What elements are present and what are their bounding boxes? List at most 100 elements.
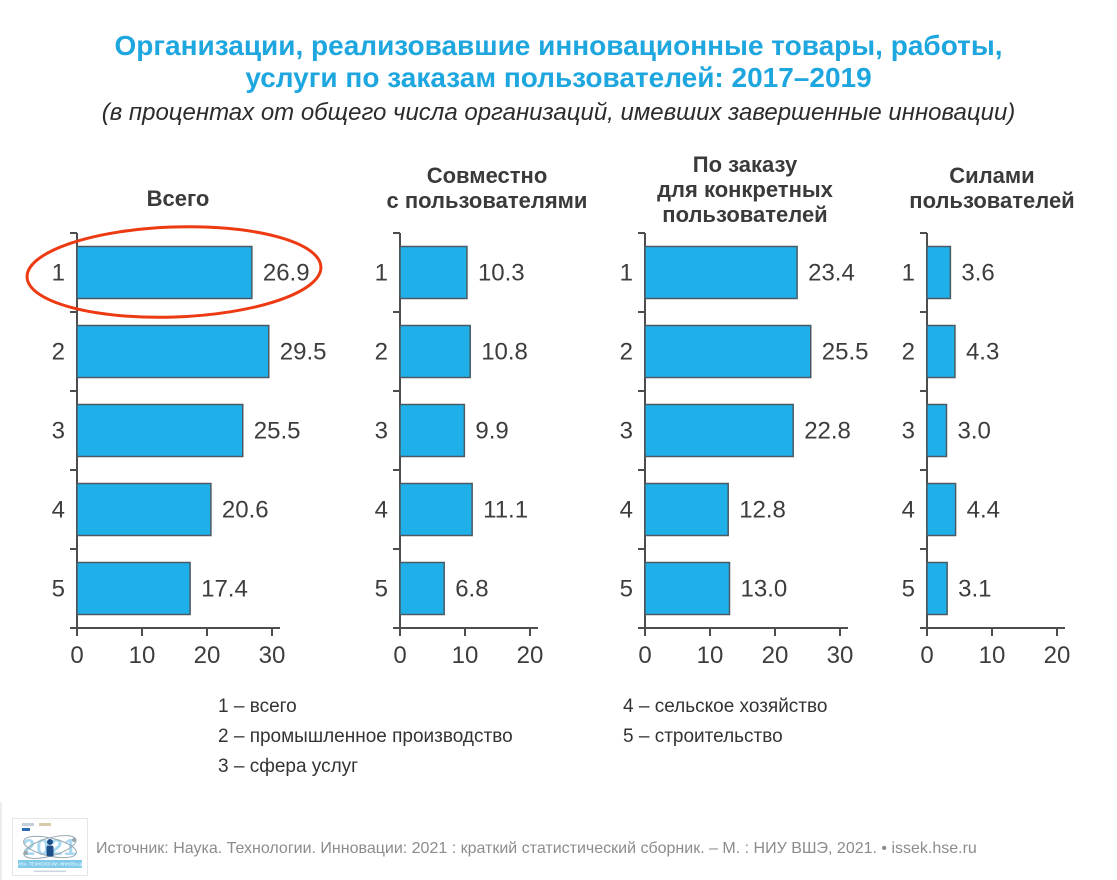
category-label: 3 [902,418,915,445]
value-label: 4.3 [966,339,999,366]
legend-column-right: 4 – сельское хозяйство 5 – строительство [623,692,827,752]
category-label: 5 [620,576,633,603]
category-label: 5 [52,576,65,603]
legend-item: 3 – сфера услуг [218,756,359,777]
category-label: 4 [620,497,633,524]
category-label: 3 [620,418,633,445]
bar [926,482,957,537]
category-label: 4 [52,497,65,524]
category-label: 1 [52,260,65,287]
category-label: 1 [902,260,915,287]
category-label: 3 [52,418,65,445]
chart-title-line: пользователей [662,202,828,227]
logo-org-mark-icon [22,823,34,826]
x-tick-label: 10 [129,642,156,669]
logo-org-mark-icon [39,823,51,826]
page-subtitle: (в процентах от общего числа организаций… [101,99,1016,126]
bar [76,403,244,458]
category-label: 4 [902,497,915,524]
x-tick-label: 10 [979,642,1006,669]
category-label: 1 [620,260,633,287]
logo-caption: НАУКА. ТЕХНОЛОГИИ. ИННОВАЦИИ [13,862,87,867]
value-label: 12.8 [739,497,786,524]
logo-banner [18,860,82,868]
value-label: 22.8 [804,418,851,445]
chart-title-line: с пользователями [386,188,588,213]
category-label: 2 [375,339,388,366]
chart-title-line: Всего [146,186,210,211]
chart-title-line: Силами [949,163,1035,188]
category-label: 4 [375,497,388,524]
page-title-line-1: Организации, реализовавшие инновационные… [114,30,1003,61]
chart-title: Всего [48,186,308,211]
chart-title-line: для конкретных [657,177,833,202]
legend-item: 1 – всего [218,696,297,717]
x-tick-label: 0 [70,642,83,669]
bar [399,324,471,379]
logo-org-mark-icon [22,828,30,831]
legend-item: 2 – промышленное производство [218,726,513,747]
value-label: 4.4 [967,497,1000,524]
chart-title-line: пользователей [909,188,1075,213]
bar-chart-2: 0 10 20 1 10.3 2 10.8 3 9.9 4 11.1 5 6.8 [375,232,544,669]
value-label: 29.5 [280,339,327,366]
x-tick-label: 10 [697,642,724,669]
bar [926,324,956,379]
x-tick-label: 20 [194,642,221,669]
source-text: Источник: Наука. Технологии. Инновации: … [96,840,892,857]
bar [399,403,466,458]
chart-title: Совместно с пользователями [357,163,617,213]
value-label: 26.9 [263,260,310,287]
bar [399,561,445,616]
x-tick-label: 0 [638,642,651,669]
category-label: 3 [375,418,388,445]
value-label: 3.0 [958,418,991,445]
bar [644,324,812,379]
issek-site-link[interactable]: issek.hse.ru [891,840,977,857]
bar [76,324,270,379]
value-label: 20.6 [222,497,269,524]
value-label: 6.8 [455,576,488,603]
chart-title-line: Совместно [426,163,548,188]
x-tick-label: 30 [827,642,854,669]
category-label: 2 [902,339,915,366]
chart-title-line: По заказу [692,152,798,177]
category-label: 1 [375,260,388,287]
bar-chart-1: 0 10 20 30 1 26.9 2 29.5 3 25.5 4 20.6 5 17.4 [52,232,327,669]
bar [399,482,473,537]
x-tick-label: 20 [517,642,544,669]
value-label: 25.5 [822,339,869,366]
value-label: 3.1 [958,576,991,603]
category-label: 5 [375,576,388,603]
value-label: 9.9 [475,418,508,445]
x-tick-label: 0 [920,642,933,669]
value-label: 13.0 [741,576,788,603]
page-title-line-2: услуги по заказам пользователей: 2017–20… [245,62,872,93]
bar [926,403,948,458]
x-tick-label: 20 [1044,642,1071,669]
source-line: Источник: Наука. Технологии. Инновации: … [96,840,977,858]
bar [76,245,253,300]
category-label: 2 [52,339,65,366]
bar [926,561,948,616]
bar [399,245,468,300]
legend-item: 5 – строительство [623,726,783,747]
bar [76,482,212,537]
bar [644,482,729,537]
bar [76,561,191,616]
page-edge-shadow [0,802,2,880]
category-label: 5 [902,576,915,603]
bar [644,561,731,616]
legend-item: 4 – сельское хозяйство [623,696,828,717]
x-tick-label: 30 [259,642,286,669]
x-tick-label: 10 [452,642,479,669]
category-label: 2 [620,339,633,366]
value-label: 10.8 [481,339,528,366]
logo-figure-icon [46,839,54,857]
report-cover-logo: 2021 НАУКА. ТЕХНОЛОГИИ. ИННОВАЦИИ [12,818,88,876]
value-label: 25.5 [254,418,301,445]
bar [644,245,798,300]
chart-title: По заказу для конкретных пользователей [615,152,875,227]
value-label: 11.1 [483,497,528,524]
